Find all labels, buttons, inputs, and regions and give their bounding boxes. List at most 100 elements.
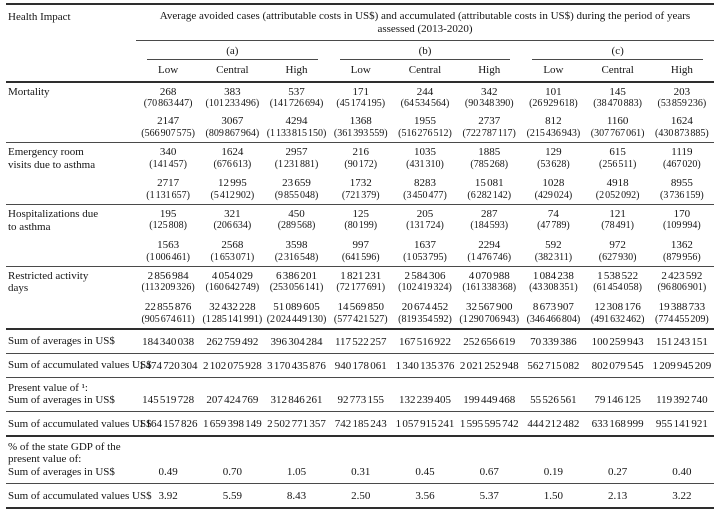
- data-cell: 207 424 769: [200, 377, 265, 413]
- group-header-c-label: (c): [532, 41, 703, 60]
- data-cell: 4918 (2 052 092): [585, 171, 650, 205]
- data-cell: 32 432 228 (1 285 141 991): [200, 295, 265, 330]
- data-cell: 2957 (1 231 881): [264, 143, 328, 172]
- accumulated-value: 1028: [542, 177, 565, 190]
- data-cell: 8283 (3 450 477): [392, 171, 458, 205]
- data-cell: 562 715 082: [521, 353, 586, 378]
- table-row: Restricted activity days 2 856 984 (113 209…: [6, 266, 714, 295]
- data-cell: 0.70: [200, 436, 265, 485]
- data-cell: 145 (38 470 883): [586, 82, 650, 110]
- accumulated-value: 2717: [157, 177, 180, 190]
- data-cell: 119 392 740: [649, 377, 714, 413]
- row-label-line: Mortality: [8, 85, 50, 98]
- accumulated-cost: (577 421 527): [333, 313, 388, 325]
- accumulated-value: 8283: [413, 177, 436, 190]
- data-cell: 5.37: [457, 483, 522, 510]
- data-cell: 2 423 592 (96 806 901): [650, 266, 714, 295]
- data-cell: 312 846 261: [264, 377, 329, 413]
- accumulated-cost: (3 736 159): [660, 189, 704, 201]
- data-cell: 117 522 257: [328, 328, 393, 354]
- accumulated-cost: (9 855 048): [274, 189, 319, 201]
- row-label: % of the state GDP of the present value o…: [6, 436, 136, 485]
- table-header: Health Impact Average avoided cases (att…: [6, 4, 714, 83]
- row-label: Sum of accumulated values US$: [6, 411, 152, 438]
- subheader-c-high: High: [649, 59, 714, 83]
- accumulated-cost: (6 282 142): [467, 189, 512, 201]
- data-cell: 450 (289 568): [264, 204, 328, 233]
- avg-value: 383: [224, 85, 241, 98]
- group-header-b: (b): [329, 40, 522, 60]
- avg-cost: (102 419 324): [398, 282, 452, 294]
- avg-cost: (90 348 390): [464, 98, 514, 110]
- data-cell: 32 567 900 (1 290 706 943): [457, 295, 522, 330]
- table-row: 22 855 876 (905 674 611) 32 432 228 (1 285 …: [6, 295, 714, 330]
- avg-cost: (131 724): [406, 220, 444, 232]
- data-cell: 1160 (307 767 061): [585, 109, 650, 144]
- header-row-groups: (a) (b) (c): [6, 40, 714, 60]
- row-label-empty: [6, 233, 136, 267]
- avg-cost: (26 929 618): [529, 98, 578, 110]
- accumulated-cost: (361 393 559): [333, 128, 388, 139]
- accumulated-cost: (627 930): [598, 251, 637, 263]
- avg-value: 205: [416, 207, 434, 220]
- accumulated-cost: (1 006 461): [146, 251, 190, 263]
- accumulated-cost: (1 285 141 991): [202, 313, 263, 325]
- avg-cost: (125 808): [149, 220, 187, 232]
- accumulated-value: 2147: [157, 115, 180, 128]
- data-cell: 4294 (1 133 815 150): [264, 109, 329, 144]
- data-cell: 14 569 850 (577 421 527): [328, 295, 393, 330]
- data-cell: 1.50: [521, 483, 586, 510]
- avg-value: 171: [352, 85, 370, 98]
- section-label-line: Present value of ¹:: [8, 381, 88, 394]
- health-impact-table: Health Impact Average avoided cases (att…: [6, 3, 714, 510]
- row-label: Sum of accumulated values US$: [6, 483, 152, 510]
- avg-cost: (431 310): [406, 158, 444, 170]
- data-cell: 1 209 945 209: [649, 353, 714, 378]
- accumulated-cost: (3 450 477): [403, 189, 447, 201]
- data-cell: 444 212 482: [521, 411, 586, 438]
- accumulated-cost: (809 867 964): [205, 128, 260, 139]
- data-cell: 6 386 201 (253 056 141): [264, 266, 328, 295]
- accumulated-cost: (2 024 449 130): [266, 313, 327, 325]
- avg-value: 203: [673, 85, 691, 98]
- row-label: Sum of averages in US$: [6, 328, 136, 354]
- group-header-a: (a): [136, 40, 329, 60]
- avg-value: 121: [609, 207, 626, 220]
- data-cell: 216 (90 172): [329, 143, 393, 172]
- data-cell: 1368 (361 393 559): [328, 109, 393, 144]
- avg-cost: (101 233 496): [205, 98, 260, 110]
- accumulated-cost: (430 873 885): [655, 128, 709, 139]
- data-cell: 79 146 125: [585, 377, 650, 413]
- avg-cost: (43 308 351): [529, 282, 578, 294]
- accumulated-value: 19 388 733: [658, 301, 706, 314]
- data-cell: 1 084 238 (43 308 351): [521, 266, 585, 295]
- data-cell: 19 388 733 (774 455 209): [649, 295, 714, 330]
- row-label-line: Sum of accumulated values US$: [8, 417, 152, 430]
- data-cell: 1885 (785 268): [457, 143, 521, 172]
- data-cell: 23 659 (9 855 048): [264, 171, 329, 205]
- row-label: Restricted activity days: [6, 266, 136, 295]
- accumulated-cost: (346 466 804): [526, 313, 581, 325]
- table-row: % of the state GDP of the present value o…: [6, 436, 714, 485]
- avg-value: 170: [673, 207, 691, 220]
- data-cell: 4 070 988 (161 338 368): [457, 266, 521, 295]
- accumulated-cost: (1 290 706 943): [459, 313, 520, 325]
- accumulated-value: 592: [545, 239, 562, 252]
- avg-value: 1 084 238: [532, 269, 574, 282]
- avg-cost: (253 056 141): [269, 282, 324, 294]
- accumulated-value: 2294: [478, 239, 501, 252]
- data-cell: 125 (80 199): [329, 204, 393, 233]
- data-cell: 802 079 545: [585, 353, 650, 378]
- data-cell: 151 243 151: [649, 328, 714, 354]
- subheader-c-low: Low: [521, 59, 586, 83]
- data-cell: 1 340 135 376: [392, 353, 458, 378]
- table-row: Hospitalizations due to asthma 195 (125 808…: [6, 204, 714, 233]
- avg-cost: (72 177 691): [336, 282, 386, 294]
- avg-value: 4 054 029: [211, 269, 253, 282]
- data-cell: 997 (641 596): [328, 233, 393, 267]
- subheader-c-central: Central: [585, 59, 650, 83]
- data-cell: 244 (64 534 564): [393, 82, 457, 110]
- accumulated-value: 1637: [413, 239, 436, 252]
- accumulated-value: 1563: [157, 239, 180, 252]
- section-label-line: present value of:: [8, 453, 82, 466]
